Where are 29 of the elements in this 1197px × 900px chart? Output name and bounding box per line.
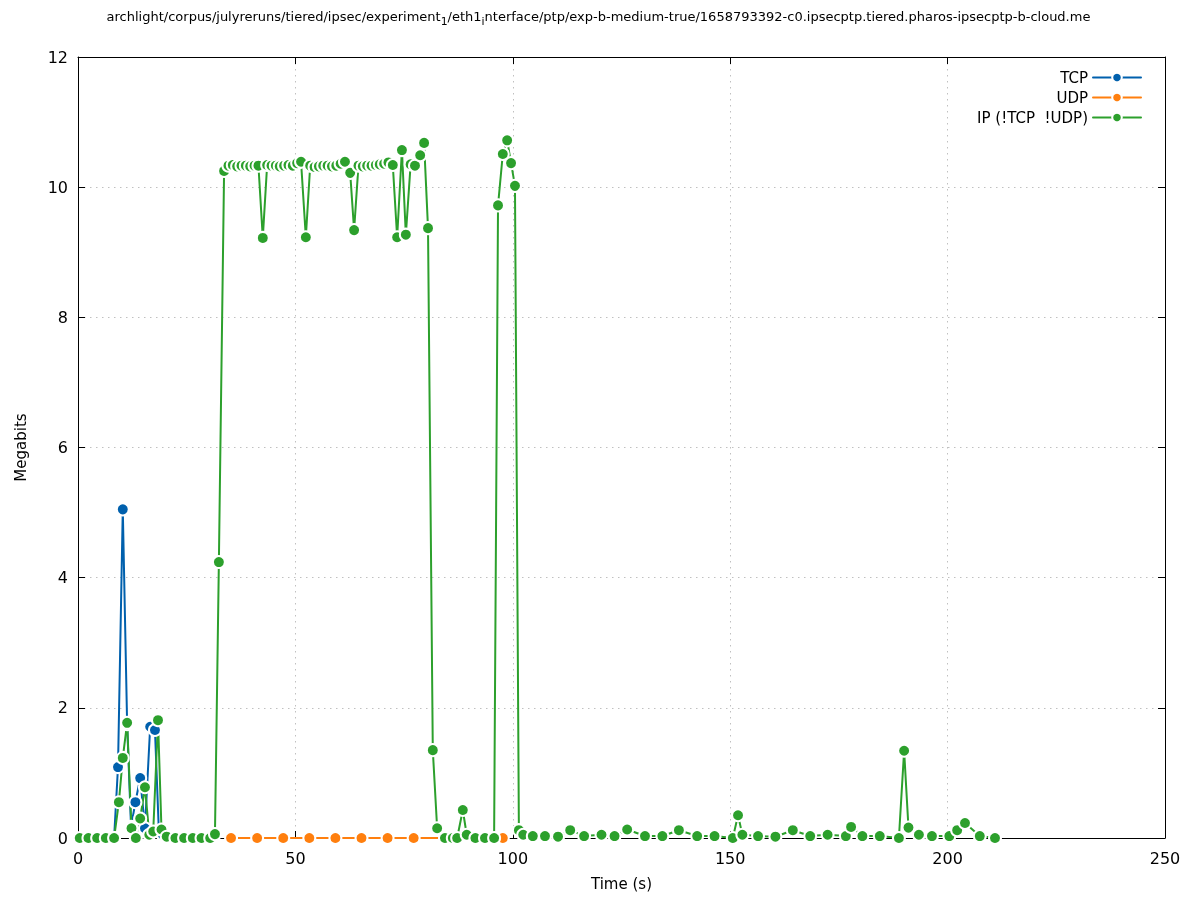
y-tick-label: 12 (47, 47, 68, 67)
x-axis-title: Time (s) (590, 874, 652, 893)
x-tick-label: 50 (285, 848, 306, 868)
x-tick-label: 250 (1149, 848, 1181, 868)
x-tick-label: 0 (72, 848, 84, 868)
x-tick-label: 100 (497, 848, 529, 868)
point (250, 831, 265, 845)
point (354, 831, 369, 845)
y-tick-label: 2 (57, 698, 68, 718)
legend-label: UDP (1056, 88, 1088, 107)
point (380, 831, 395, 845)
y-tick-label: 8 (57, 307, 68, 327)
point (302, 831, 317, 845)
x-tick-label: 150 (714, 848, 746, 868)
point (128, 795, 143, 810)
legend-label: TCP (1059, 68, 1088, 87)
point (406, 831, 421, 845)
point (276, 831, 291, 845)
chart-title: archlight/corpus/julyreruns/tiered/ipsec/experiment$_{1}$/eth1$_{i}$nterface/ptp/exp-b-medium-true/1658793392-c0.ipsecptp.tiered.pharos-ipsecptp-b-cloud.me (105, 8, 1092, 30)
y-tick-label: 10 (47, 177, 68, 197)
point (224, 831, 239, 845)
point (328, 831, 343, 845)
y-tick-label: 4 (57, 568, 68, 588)
x-tick-label: 200 (932, 848, 963, 868)
legend-label: IP (!TCP !UDP) (977, 108, 1088, 127)
y-axis-title: Megabits (11, 413, 30, 482)
y-tick-label: 0 (57, 828, 68, 848)
point (115, 502, 130, 517)
y-tick-label: 6 (57, 438, 68, 457)
